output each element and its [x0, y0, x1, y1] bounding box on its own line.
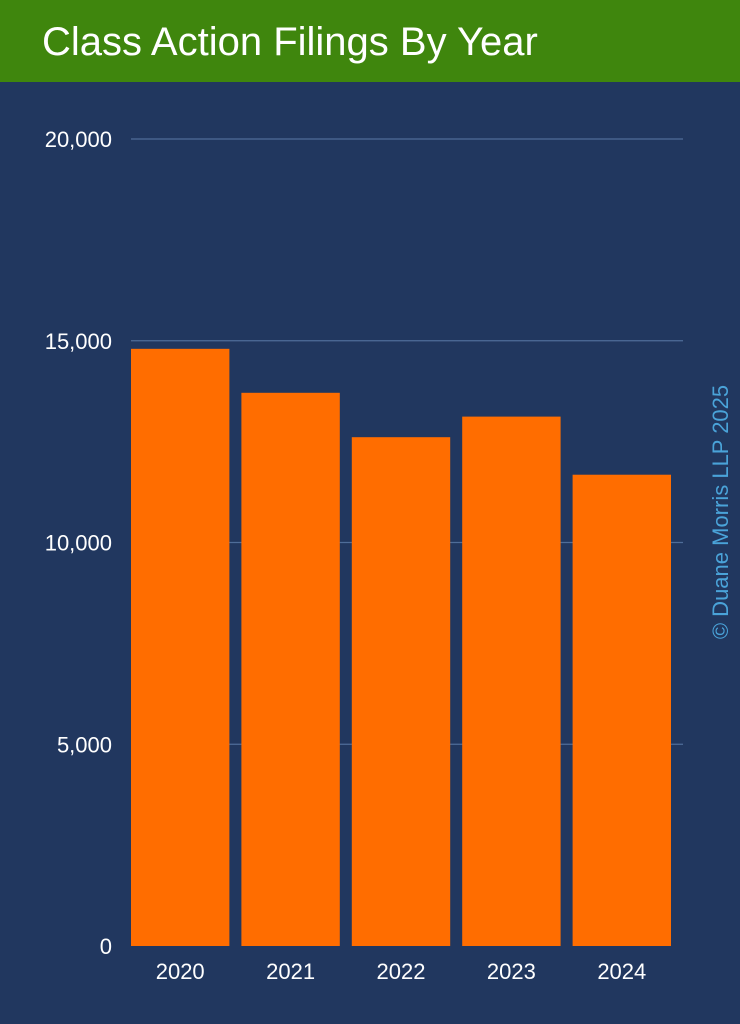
x-axis-ticks: 2020 2021 2022 2023 2024	[156, 959, 647, 984]
y-tick-label: 20,000	[45, 127, 112, 152]
bar-2023	[462, 416, 561, 946]
bar-2021	[241, 392, 340, 946]
y-tick-label: 0	[100, 934, 112, 959]
y-axis-ticks: 0 5,000 10,000 15,000 20,000	[45, 127, 112, 959]
x-tick-label-2020: 2020	[156, 959, 205, 984]
y-tick-label: 15,000	[45, 329, 112, 354]
x-tick-label-2023: 2023	[487, 959, 536, 984]
x-tick-label-2021: 2021	[266, 959, 315, 984]
y-tick-label: 10,000	[45, 531, 112, 556]
x-tick-label-2022: 2022	[377, 959, 426, 984]
x-tick-label-2024: 2024	[597, 959, 646, 984]
bar-2022	[351, 437, 451, 946]
bars	[131, 348, 671, 946]
bar-2020	[131, 348, 230, 946]
copyright-watermark: © Duane Morris LLP 2025	[708, 385, 733, 639]
chart-title: Class Action Filings By Year	[42, 20, 538, 64]
bar-2024	[572, 474, 671, 946]
chart-header: Class Action Filings By Year	[0, 0, 740, 82]
y-tick-label: 5,000	[57, 732, 112, 757]
